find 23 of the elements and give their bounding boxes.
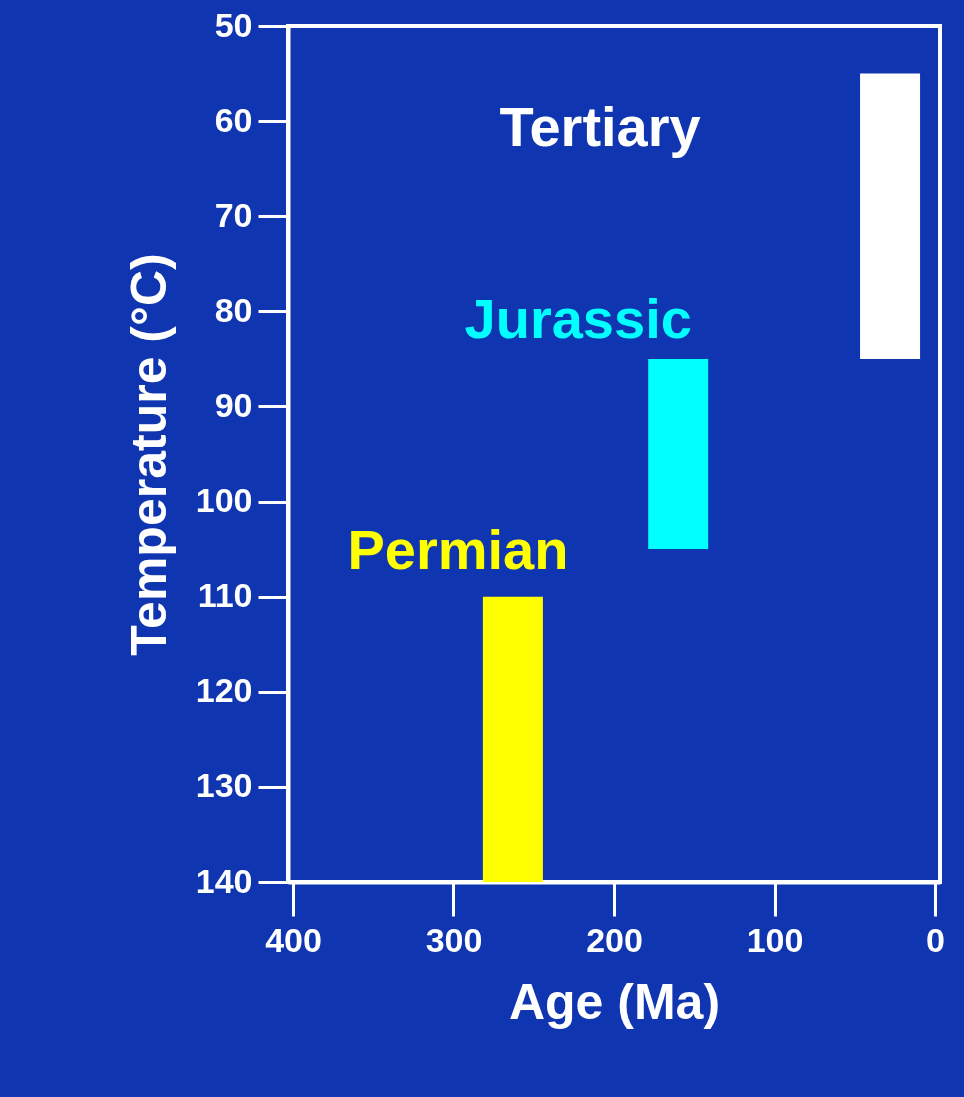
annotation: Permian bbox=[347, 517, 569, 581]
bar bbox=[860, 73, 921, 359]
x-tick-label: 300 bbox=[425, 920, 483, 959]
x-tick-label: 200 bbox=[586, 920, 643, 959]
y-tick-label: 80 bbox=[214, 290, 253, 329]
bar bbox=[482, 596, 543, 882]
x-axis-title: Age (Ma) bbox=[508, 973, 721, 1030]
y-tick-label: 60 bbox=[214, 100, 253, 139]
y-tick-label: 110 bbox=[197, 576, 253, 615]
x-tick-label: 100 bbox=[746, 920, 804, 959]
x-tick-label: 0 bbox=[926, 920, 945, 959]
y-tick-label: 90 bbox=[214, 385, 253, 424]
annotation: Tertiary bbox=[499, 94, 701, 158]
y-tick-label: 100 bbox=[195, 481, 253, 520]
annotation: Jurassic bbox=[464, 286, 692, 350]
x-tick-label: 400 bbox=[265, 920, 322, 959]
bar bbox=[648, 358, 709, 550]
y-tick-label: 140 bbox=[195, 861, 253, 900]
y-axis-title: Temperature (°C) bbox=[120, 253, 177, 656]
y-tick-label: 130 bbox=[195, 766, 253, 805]
y-tick-label: 120 bbox=[195, 671, 253, 710]
y-tick-label: 50 bbox=[214, 5, 253, 44]
y-tick-label: 70 bbox=[214, 195, 253, 234]
